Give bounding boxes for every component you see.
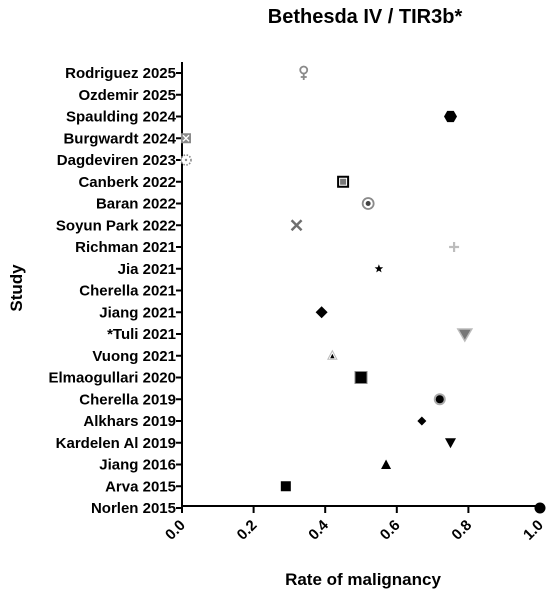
- category-label: Norlen 2015: [91, 500, 176, 517]
- category-label: Vuong 2021: [92, 348, 176, 365]
- star-icon: [374, 264, 384, 273]
- data-markers: [180, 65, 546, 514]
- category-label: Jia 2021: [118, 261, 176, 278]
- category-label: Richman 2021: [75, 239, 176, 256]
- category-label: Ozdemir 2025: [78, 87, 176, 104]
- category-labels: Rodriguez 2025 Ozdemir 2025 Spaulding 2024…: [48, 65, 176, 517]
- dotted-circle-icon: [180, 154, 192, 166]
- x-tick-label: 1.0: [520, 517, 547, 544]
- category-label: Spaulding 2024: [66, 109, 177, 126]
- x-tick-label: 0.0: [162, 517, 189, 544]
- small-triangle-icon: [327, 349, 338, 360]
- category-label: Arva 2015: [105, 478, 176, 495]
- triangle-up-icon: [381, 459, 392, 469]
- category-label: Canberk 2022: [78, 174, 176, 191]
- triangle-down-outlined-icon: [456, 328, 474, 343]
- circle-bordered-icon: [433, 393, 446, 406]
- double-circle-icon: [361, 197, 375, 210]
- square-bordered-icon: [354, 371, 368, 384]
- x-tick-label: 0.4: [305, 516, 332, 543]
- diamond-icon: [315, 306, 328, 319]
- triangle-down-icon: [445, 438, 456, 449]
- category-label: Burgwardt 2024: [63, 130, 176, 147]
- small-diamond-icon: [417, 416, 427, 426]
- female-symbol-icon: [299, 65, 309, 80]
- category-label: Dagdeviren 2023: [57, 152, 176, 169]
- square-in-square-icon: [337, 175, 350, 188]
- category-label: Elmaogullari 2020: [48, 370, 176, 387]
- category-label: Cherella 2019: [79, 391, 176, 408]
- category-label: Alkhars 2019: [83, 413, 176, 430]
- square-icon: [280, 481, 291, 492]
- x-axis-tick-labels: 0.0 0.2 0.4 0.6 0.8 1.0: [162, 516, 547, 543]
- category-label: *Tuli 2021: [107, 326, 176, 343]
- square-x-icon: [181, 133, 191, 144]
- x-cross-icon: [290, 219, 303, 232]
- category-label: Baran 2022: [96, 196, 176, 213]
- x-axis-ticks: [181, 506, 541, 513]
- category-label: Jiang 2021: [99, 304, 176, 321]
- category-label: Jiang 2016: [99, 457, 176, 474]
- y-axis-title: Study: [7, 264, 26, 312]
- x-tick-label: 0.2: [234, 517, 261, 544]
- category-label: Kardelen Al 2019: [56, 435, 176, 452]
- x-tick-label: 0.6: [377, 517, 404, 544]
- x-tick-label: 0.8: [448, 517, 475, 544]
- hexagon-icon: [444, 110, 457, 123]
- category-label: Soyun Park 2022: [56, 217, 176, 234]
- category-label: Cherella 2021: [79, 283, 176, 300]
- category-label: Rodriguez 2025: [65, 65, 176, 82]
- x-axis-title: Rate of malignancy: [285, 570, 441, 589]
- chart-title: Bethesda IV / TIR3b*: [268, 6, 463, 28]
- circle-icon: [534, 502, 546, 514]
- plus-icon: [449, 242, 460, 252]
